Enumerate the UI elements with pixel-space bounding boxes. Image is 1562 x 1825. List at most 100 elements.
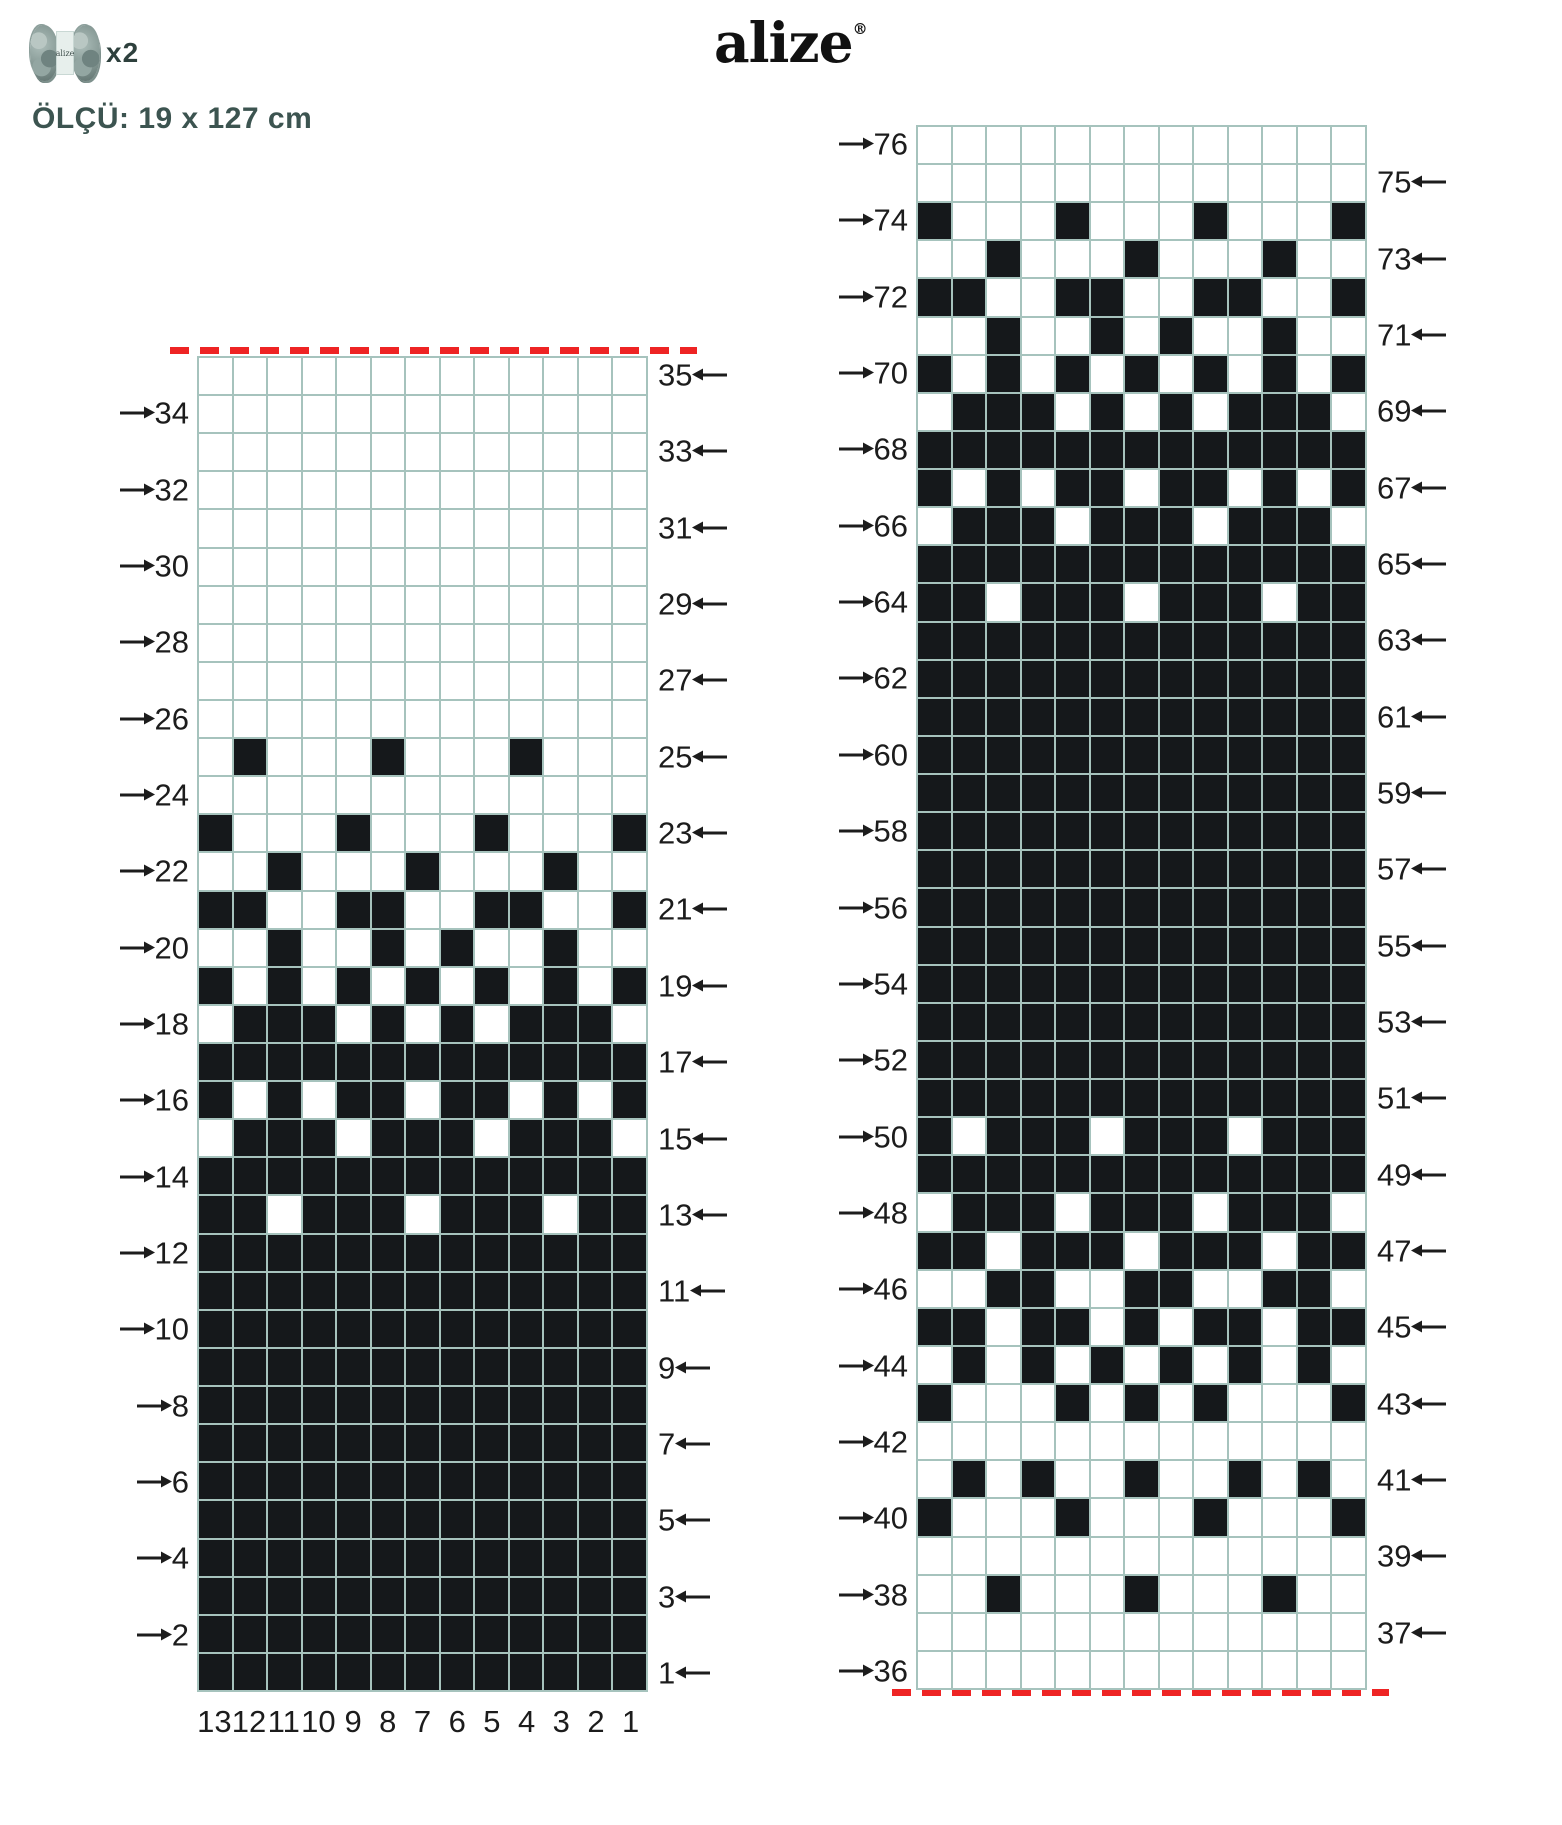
stitch-cell-r53-c8 [1090,1003,1124,1040]
stitch-cell-r70-c7 [1125,355,1158,392]
row-number: 12 [154,1235,189,1271]
stitch-cell-r42-c3 [1263,1423,1296,1460]
stitch-cell-r39-c1 [1332,1537,1365,1574]
stitch-cell-r67-c4 [1228,470,1262,507]
stitch-cell-r6-c8 [371,1463,405,1500]
stitch-cell-r69-c4 [1228,393,1262,430]
stitch-cell-r31-c2 [578,510,612,547]
stitch-cell-r61-c2 [1297,698,1331,735]
row-number: 65 [1377,546,1412,582]
stitch-cell-r5-c1 [613,1501,646,1538]
stitch-cell-r75-c12 [952,165,986,202]
stitch-cell-r27-c11 [268,662,301,699]
stitch-cell-r9-c10 [302,1348,336,1385]
stitch-cell-r45-c5 [1194,1308,1227,1345]
stitch-cell-r76-c11 [987,127,1020,164]
stitch-cell-r7-c11 [268,1425,301,1462]
stitch-cell-r57-c11 [987,851,1020,888]
stitch-cell-r51-c3 [1263,1080,1296,1117]
stitch-cell-r20-c13 [199,929,232,966]
stitch-cell-r45-c10 [1021,1308,1055,1345]
yarn-band: alize [56,31,74,75]
row-number: 14 [154,1159,189,1195]
stitch-cell-r10-c4 [509,1310,543,1347]
left-arrow-icon [1411,939,1447,952]
stitch-cell-r73-c3 [1263,241,1296,278]
stitch-cell-r28-c13 [199,624,232,661]
row-label-67: 67 [1377,472,1447,503]
stitch-cell-r57-c9 [1056,851,1089,888]
row-label-23: 23 [658,818,728,849]
stitch-cell-r34-c4 [509,396,543,433]
stitch-cell-r62-c11 [987,660,1020,697]
row-number: 15 [658,1121,693,1156]
stitch-cell-r17-c6 [440,1043,474,1081]
stitch-cell-r73-c13 [918,241,951,278]
stitch-cell-r30-c13 [199,548,232,585]
stitch-cell-r12-c13 [199,1234,232,1271]
stitch-cell-r11-c1 [613,1272,646,1309]
stitch-cell-r10-c8 [371,1310,405,1347]
row-number: 76 [873,126,908,162]
stitch-cell-r4-c5 [475,1539,508,1576]
stitch-cell-r44-c4 [1228,1346,1262,1383]
stitch-cell-r61-c1 [1332,698,1365,735]
left-arrow-icon [675,1590,711,1603]
stitch-cell-r4-c8 [371,1539,405,1576]
stitch-cell-r43-c9 [1056,1385,1089,1422]
stitch-cell-r58-c9 [1056,813,1089,850]
stitch-cell-r43-c1 [1332,1385,1365,1422]
stitch-cell-r71-c6 [1159,317,1193,354]
stitch-cell-r49-c10 [1021,1156,1055,1193]
left-arrow-icon [1411,252,1447,265]
stitch-cell-r34-c1 [613,396,646,433]
brand-logo: alize® [714,10,868,75]
stitch-cell-r61-c5 [1194,698,1227,735]
stitch-cell-r7-c2 [578,1425,612,1462]
stitch-cell-r13-c9 [337,1196,370,1233]
stitch-cell-r17-c10 [302,1043,336,1081]
stitch-cell-r21-c3 [544,891,577,928]
stitch-cell-r54-c1 [1332,965,1365,1002]
stitch-cell-r30-c12 [233,548,267,585]
left-arrow-icon [692,902,728,915]
row-label-26: 26 [119,703,189,734]
stitch-cell-r9-c12 [233,1348,267,1385]
row-label-14: 14 [119,1159,189,1195]
row-number: 70 [873,355,908,391]
stitch-cell-r73-c8 [1090,241,1124,278]
right-arrow-icon [119,483,155,496]
stitch-cell-r15-c5 [475,1120,508,1157]
stitch-cell-r19-c3 [544,967,577,1004]
stitch-cell-r25-c5 [475,739,508,776]
stitch-cell-r13-c8 [371,1196,405,1233]
left-arrow-icon [692,1132,728,1144]
stitch-cell-r38-c12 [952,1575,986,1612]
stitch-cell-r12-c3 [544,1234,577,1271]
stitch-cell-r23-c5 [475,815,508,852]
stitch-cell-r42-c1 [1332,1423,1365,1460]
right-arrow-icon [838,595,874,608]
stitch-cell-r64-c9 [1056,584,1089,621]
stitch-cell-r30-c8 [371,548,405,585]
stitch-cell-r72-c3 [1263,279,1296,316]
stitch-cell-r72-c12 [952,279,986,316]
stitch-cell-r67-c12 [952,470,986,507]
stitch-cell-r17-c8 [371,1043,405,1081]
stitch-cell-r1-c13 [199,1653,232,1690]
stitch-cell-r51-c12 [952,1080,986,1117]
right-arrow-icon [136,1551,172,1564]
stitch-cell-r72-c13 [918,279,951,316]
stitch-cell-r2-c10 [302,1615,336,1652]
stitch-cell-r67-c11 [987,470,1020,507]
left-arrow-icon [1411,710,1447,723]
stitch-cell-r11-c10 [302,1272,336,1309]
stitch-cell-r61-c9 [1056,698,1089,735]
stitch-cell-r74-c9 [1056,203,1089,240]
stitch-cell-r76-c13 [918,127,951,164]
stitch-cell-r21-c6 [440,891,474,928]
stitch-cell-r60-c6 [1159,736,1193,773]
stitch-cell-r29-c3 [544,586,577,623]
row-number: 61 [1377,699,1412,735]
row-number: 52 [873,1042,908,1078]
